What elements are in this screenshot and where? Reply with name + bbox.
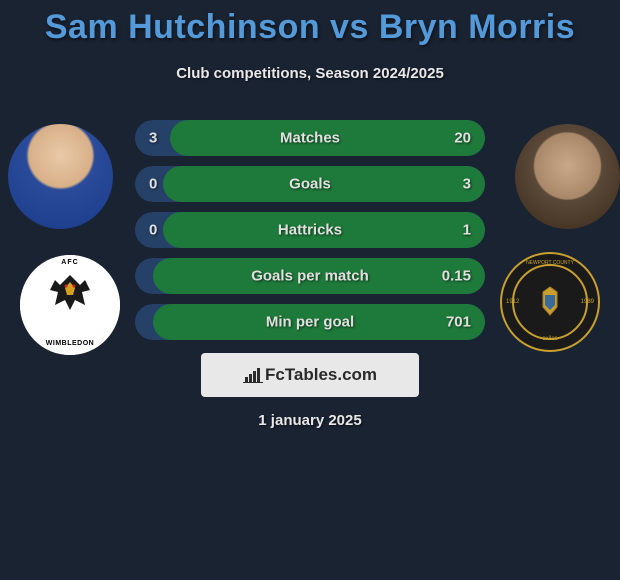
- stat-right-value: 3: [463, 176, 471, 193]
- watermark-text: FcTables.com: [265, 365, 377, 385]
- stat-label: Matches: [280, 130, 340, 147]
- stat-row: 3 Matches 20: [135, 120, 485, 156]
- chart-icon: [243, 367, 263, 383]
- stat-left-value: 0: [149, 176, 157, 193]
- stat-label: Goals per match: [251, 268, 369, 285]
- comparison-card: Sam Hutchinson vs Bryn Morris Club compe…: [0, 0, 620, 580]
- stat-label: Goals: [289, 176, 331, 193]
- stat-row: Goals per match 0.15: [135, 258, 485, 294]
- subtitle: Club competitions, Season 2024/2025: [0, 65, 620, 82]
- page-title: Sam Hutchinson vs Bryn Morris: [0, 0, 620, 47]
- club-right-badge: NEWPORT COUNTY exiles 1912 1989: [500, 252, 600, 352]
- player-left-avatar: [8, 124, 113, 229]
- stat-row: 0 Goals 3: [135, 166, 485, 202]
- eagle-crest-icon: [40, 270, 100, 320]
- club-left-badge: WIMBLEDON AFC: [20, 255, 120, 355]
- stat-right-value: 0.15: [442, 268, 471, 285]
- stat-right-value: 1: [463, 222, 471, 239]
- stat-row: 0 Hattricks 1: [135, 212, 485, 248]
- watermark: FcTables.com: [201, 353, 419, 397]
- stat-left-value: 0: [149, 222, 157, 239]
- stat-label: Min per goal: [266, 314, 354, 331]
- stat-right-value: 20: [454, 130, 471, 147]
- stats-list: 3 Matches 20 0 Goals 3 0 Hattricks 1 Goals per ma…: [135, 120, 485, 350]
- stat-right-value: 701: [446, 314, 471, 331]
- player-right-avatar: [515, 124, 620, 229]
- stat-label: Hattricks: [278, 222, 342, 239]
- date-label: 1 january 2025: [258, 412, 361, 429]
- stat-row: Min per goal 701: [135, 304, 485, 340]
- stat-left-value: 3: [149, 130, 157, 147]
